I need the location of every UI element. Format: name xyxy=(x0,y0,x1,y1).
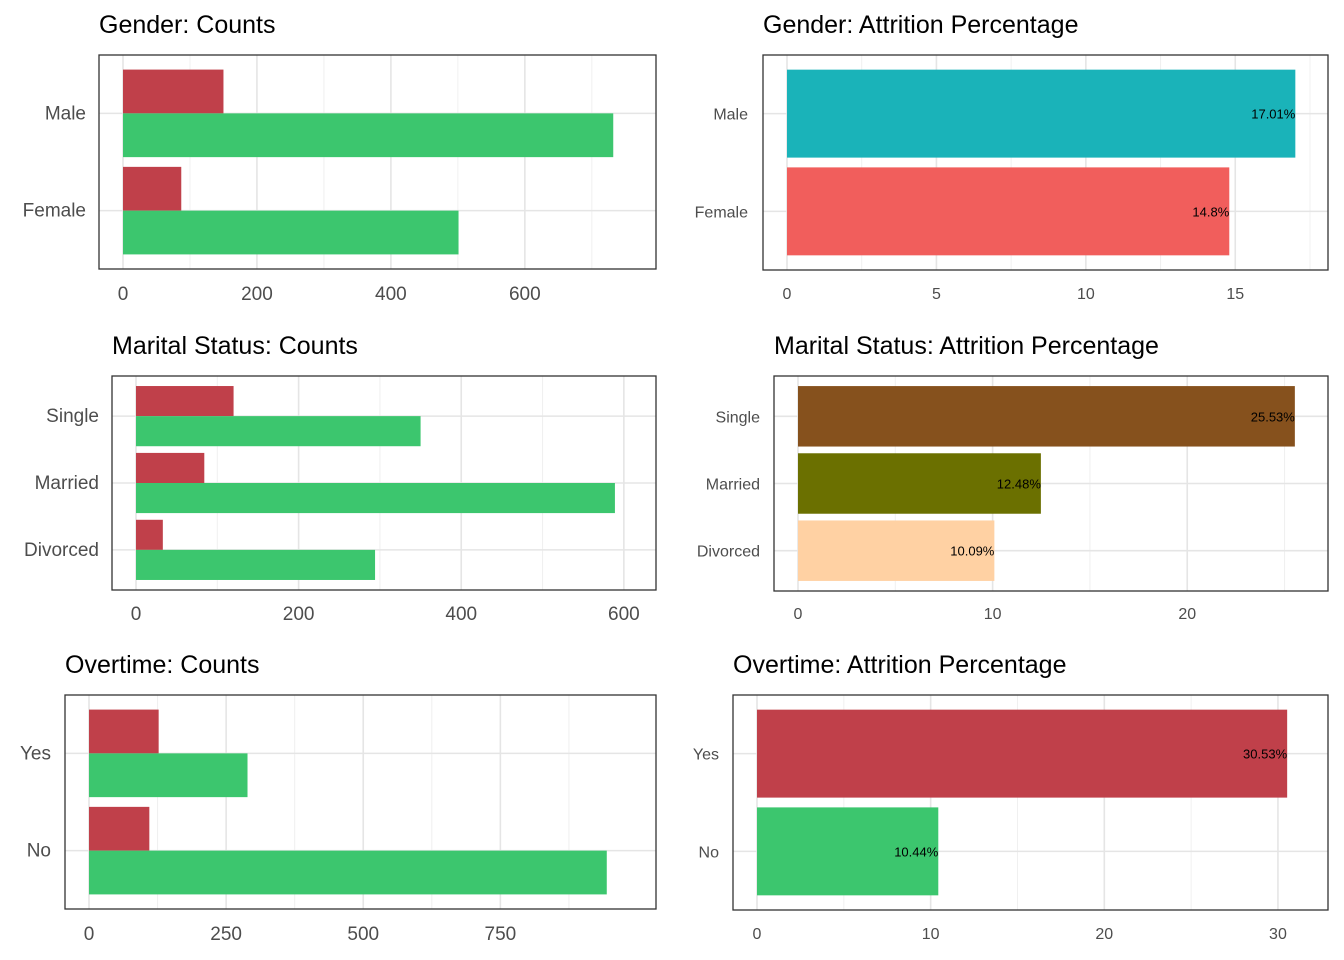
panel-2-data-label-female: 14.8% xyxy=(1192,204,1229,219)
panel-4-category-label-married: Married xyxy=(706,477,760,494)
panel-2-x-tick-label: 0 xyxy=(783,286,792,303)
panel-6-category-label-no: No xyxy=(699,844,720,861)
panel-6-bar-no xyxy=(757,807,939,896)
panel-6-data-label-no: 10.44% xyxy=(894,844,939,859)
panel-1-x-tick-label: 400 xyxy=(375,284,407,305)
panel-1-x-tick-label: 600 xyxy=(509,284,541,305)
panel-3-x-tick-label: 200 xyxy=(283,604,315,625)
panel-6-title: Overtime: Attrition Percentage xyxy=(733,651,1066,679)
panel-1-bar-female-s2 xyxy=(123,210,459,255)
panel-4-bar-married xyxy=(798,453,1041,514)
panel-4-x-tick-label: 10 xyxy=(984,606,1002,623)
panel-2-x-tick-label: 5 xyxy=(932,286,941,303)
panel-6-data-label-yes: 30.53% xyxy=(1243,747,1288,762)
panel-4-data-label-single: 25.53% xyxy=(1251,409,1296,424)
panel-4-category-label-single: Single xyxy=(716,409,761,426)
panel-1-bar-male-s1 xyxy=(123,69,224,114)
panel-4-x-tick-label: 20 xyxy=(1178,606,1196,623)
panel-6-x-tick-label: 0 xyxy=(753,926,762,943)
panel-4-bar-single xyxy=(798,386,1295,447)
panel-3-bar-single-s2 xyxy=(136,416,421,447)
panel-2-category-label-male: Male xyxy=(713,107,748,124)
panel-5-title: Overtime: Counts xyxy=(65,651,260,679)
panel-5-category-label-yes: Yes xyxy=(20,743,51,764)
panel-4-x-tick-label: 0 xyxy=(794,606,803,623)
panel-5-category-label-no: No xyxy=(27,841,51,862)
panel-5-x-tick-label: 500 xyxy=(347,924,379,945)
panel-5-x-tick-label: 250 xyxy=(210,924,242,945)
panel-1-bar-male-s2 xyxy=(123,113,614,158)
panel-3-x-tick-label: 400 xyxy=(445,604,477,625)
panel-4-frame xyxy=(773,375,1329,592)
panel-6-x-tick-label: 10 xyxy=(922,926,940,943)
panel-6-x-tick-label: 30 xyxy=(1269,926,1287,943)
panel-5-x-tick-label: 0 xyxy=(84,924,95,945)
panel-3-bar-divorced-s1 xyxy=(136,519,163,550)
panel-1-x-tick-label: 0 xyxy=(118,284,129,305)
panel-5-bar-no-s1 xyxy=(89,806,150,851)
panel-3-bar-married-s1 xyxy=(136,452,205,483)
panel-5-x-tick-label: 750 xyxy=(485,924,517,945)
panel-4-data-label-divorced: 10.09% xyxy=(950,544,995,559)
panel-5-frame xyxy=(64,694,657,910)
panel-2-data-label-male: 17.01% xyxy=(1251,107,1296,122)
panel-3-category-label-divorced: Divorced xyxy=(24,540,99,561)
panel-1-category-label-male: Male xyxy=(45,103,86,124)
panel-5-bar-yes-s1 xyxy=(89,709,159,754)
panel-6-bar-yes xyxy=(757,709,1288,798)
panel-1-title: Gender: Counts xyxy=(99,11,276,39)
panel-2-frame xyxy=(762,54,1329,271)
panel-2-category-label-female: Female xyxy=(695,204,748,221)
panel-2-x-tick-label: 10 xyxy=(1077,286,1095,303)
panel-3-bar-divorced-s2 xyxy=(136,549,376,580)
panel-4-category-label-divorced: Divorced xyxy=(697,544,760,561)
panel-4-data-label-married: 12.48% xyxy=(997,477,1042,492)
panel-3-x-tick-label: 0 xyxy=(131,604,142,625)
panel-1-bar-female-s1 xyxy=(123,166,182,211)
panel-5-bar-no-s2 xyxy=(89,850,607,895)
panel-3-bar-married-s2 xyxy=(136,483,615,514)
panel-6-category-label-yes: Yes xyxy=(693,747,719,764)
panel-3-x-tick-label: 600 xyxy=(608,604,640,625)
panel-3-category-label-married: Married xyxy=(35,473,99,494)
panel-4-title: Marital Status: Attrition Percentage xyxy=(774,332,1159,360)
panel-6-frame xyxy=(732,694,1329,911)
panel-2-bar-male xyxy=(787,69,1296,158)
panel-2-title: Gender: Attrition Percentage xyxy=(763,11,1078,39)
panel-3-frame xyxy=(111,375,657,591)
panel-4-bar-divorced xyxy=(798,520,995,581)
panel-2-bar-female xyxy=(787,167,1230,256)
panel-1-category-label-female: Female xyxy=(23,201,86,222)
panel-6-x-tick-label: 20 xyxy=(1095,926,1113,943)
panel-3-bar-single-s1 xyxy=(136,386,234,417)
panel-3-title: Marital Status: Counts xyxy=(112,332,358,360)
panel-5-bar-yes-s2 xyxy=(89,753,248,798)
panel-2-x-tick-label: 15 xyxy=(1226,286,1244,303)
panel-1-frame xyxy=(98,54,657,270)
panel-3-category-label-single: Single xyxy=(46,406,99,427)
panel-1-x-tick-label: 200 xyxy=(241,284,273,305)
